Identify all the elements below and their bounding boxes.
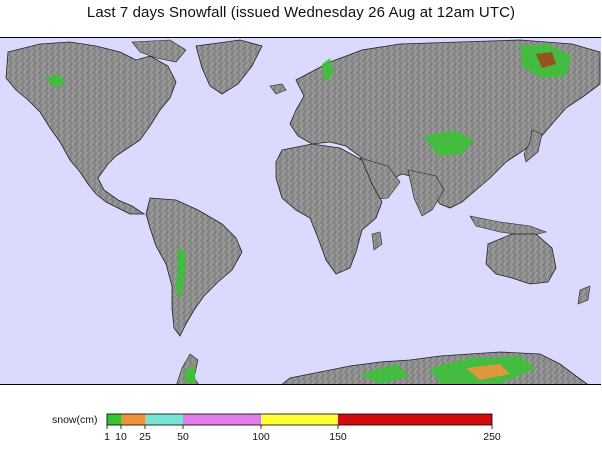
legend-tick-label: 10	[115, 431, 127, 443]
new-zealand	[577, 285, 591, 305]
snow-patch-norway	[322, 58, 334, 82]
north-america-landmass	[5, 41, 177, 215]
legend-tick-label: 250	[483, 431, 501, 443]
iceland	[269, 83, 287, 95]
india	[407, 169, 445, 217]
snow-patch-antarctic-peninsula	[184, 364, 196, 384]
snow-patch-alaska	[44, 74, 66, 88]
legend-swatch-1-10	[107, 414, 121, 425]
australia-landmass	[485, 233, 557, 285]
legend-tick-label: 50	[177, 431, 189, 443]
madagascar	[371, 231, 383, 251]
snow-patch-andes	[176, 248, 186, 300]
snowfall-legend: snow(cm) 1 10 25 50 100 150 250	[0, 405, 602, 457]
japan	[523, 129, 543, 163]
legend-swatch-100-150	[261, 414, 338, 425]
legend-swatch-50-100	[183, 414, 261, 425]
eurasia-landmass	[289, 39, 601, 209]
snowfall-overlay	[44, 44, 572, 384]
legend-border	[106, 413, 493, 426]
world-map[interactable]	[0, 37, 601, 385]
snow-patch-antarctica-orange	[466, 364, 510, 380]
snow-patch-tibet	[424, 130, 474, 156]
legend-tick-label: 100	[252, 431, 270, 443]
legend-swatch-25-50	[145, 414, 183, 425]
legend-tick-label: 25	[139, 431, 151, 443]
legend-swatch-150-250	[338, 414, 492, 425]
south-america-landmass	[145, 197, 243, 337]
map-canvas	[0, 38, 601, 384]
africa-landmass	[275, 143, 383, 275]
snow-patch-siberia-red	[536, 52, 556, 68]
legend-colorbar: 1 10 25 50 100 150 250	[104, 413, 501, 443]
indonesia	[469, 215, 548, 237]
arctic-islands	[131, 39, 187, 63]
legend-tick-label: 1	[104, 431, 110, 443]
legend-unit-label: snow(cm)	[52, 414, 98, 426]
legend-tick-label: 150	[329, 431, 347, 443]
snow-patch-antarctica-west	[360, 364, 410, 384]
legend-swatch-10-25	[121, 414, 145, 425]
map-title: Last 7 days Snowfall (issued Wednesday 2…	[86, 4, 516, 21]
greenland	[195, 39, 263, 95]
